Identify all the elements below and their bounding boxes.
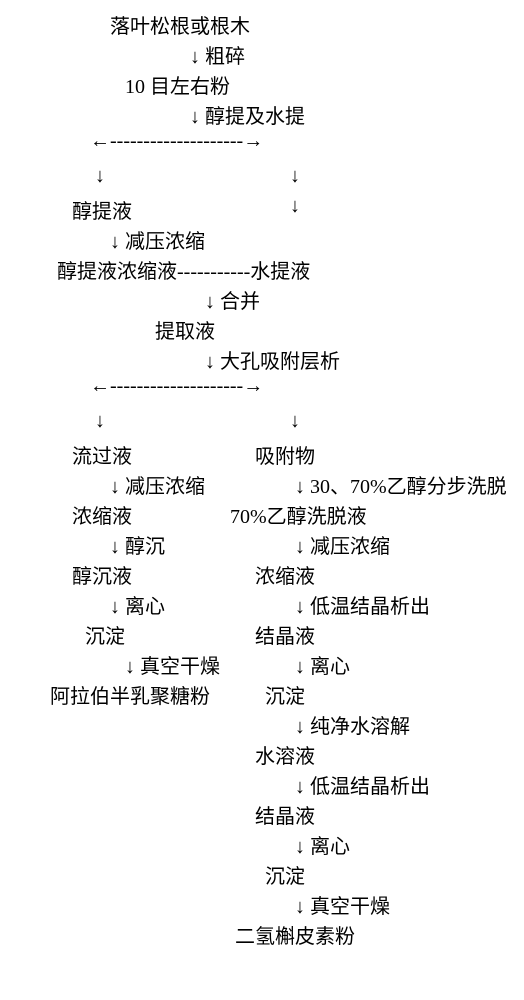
step-chendian-1: 沉淀 [85,620,125,649]
step-cusuai-label: 粗碎 [205,46,245,68]
arrow-chunjingshuirongjie: ↓ 纯净水溶解 [295,710,410,739]
step-diwen1-label: 低温结晶析出 [310,596,430,618]
step-chunchenye: 醇沉液 [72,560,132,589]
split-divider-2: ←--------------------→ [90,375,263,398]
step-chunjingshui-label: 纯净水溶解 [310,716,410,738]
step-final-product: 二氢槲皮素粉 [235,920,355,949]
step-jiejingye-2: 结晶液 [255,800,315,829]
step-lixin2-label: 离心 [310,656,350,678]
step-jianya-label: 减压浓缩 [125,231,205,253]
arrow-jianyanongsuo-2: ↓ 减压浓缩 [110,470,205,499]
arrow-lixin-2: ↓ 离心 [295,650,350,679]
step-lixin3-label: 离心 [310,836,350,858]
chuntiyenongsuo-text: 醇提液浓缩液 [57,261,177,283]
arrow-jianyanongsuo-3: ↓ 减压浓缩 [295,530,390,559]
step-ethanol-elution-label: 30、70%乙醇分步洗脱 [310,476,507,498]
down-arrow-right-1b: ↓ [290,195,300,218]
step-70pct-eluate: 70%乙醇洗脱液 [230,500,367,529]
step-chendian-3: 沉淀 [265,860,305,889]
step-lixin1-label: 离心 [125,596,165,618]
down-arrow-left-2: ↓ [95,410,105,433]
step-shuirongye: 水溶液 [255,740,315,769]
arrow-cusuai: ↓ 粗碎 [190,40,245,69]
arrow-chunchen: ↓ 醇沉 [110,530,165,559]
step-tiquye: 提取液 [155,315,215,344]
arrow-right-icon: → [243,130,263,152]
down-arrow-left-1: ↓ [95,165,105,188]
step-zhenkong1-label: 真空干燥 [140,656,220,678]
dash-sep-2: -------------------- [110,375,243,397]
step-xifuwu: 吸附物 [255,440,315,469]
dash-sep-1: -------------------- [110,130,243,152]
step-chuntiye: 醇提液 [72,195,132,224]
step-dakong-label: 大孔吸附层析 [220,351,340,373]
step-nongsuoye-1: 浓缩液 [72,500,132,529]
arrow-zhenkong-1: ↓ 真空干燥 [125,650,220,679]
step-chuntiyenongsuo: 醇提液浓缩液-----------水提液 [57,255,310,284]
step-chunchen-label: 醇沉 [125,536,165,558]
dash-link: ----------- [177,261,250,283]
step-10mu: 10 目左右粉 [125,70,230,99]
arrow-hebing: ↓ 合并 [205,285,260,314]
step-hebing-label: 合并 [220,291,260,313]
step-zhenkong2-label: 真空干燥 [310,896,390,918]
step-jianya2-label: 减压浓缩 [125,476,205,498]
arrow-left-icon: ← [90,130,110,152]
arrow-jianyannongsuo: ↓ 减压浓缩 [110,225,205,254]
step-nongsuoye-2: 浓缩液 [255,560,315,589]
split-divider-1: ←--------------------→ [90,130,263,153]
step-jianya3-label: 减压浓缩 [310,536,390,558]
step-alabo: 阿拉伯半乳聚糖粉 [50,680,210,709]
arrow-ethanol-elution: ↓ 30、70%乙醇分步洗脱 [295,470,507,499]
arrow-left-icon-2: ← [90,375,110,397]
step-diwen2-label: 低温结晶析出 [310,776,430,798]
step-liuguoye: 流过液 [72,440,132,469]
step-chunti-label: 醇提及水提 [205,106,305,128]
arrow-dakong: ↓ 大孔吸附层析 [205,345,340,374]
down-arrow-right-2: ↓ [290,410,300,433]
step-raw-material: 落叶松根或根木 [110,10,250,39]
step-jiejingye-1: 结晶液 [255,620,315,649]
arrow-right-icon-2: → [243,375,263,397]
arrow-zhenkong-2: ↓ 真空干燥 [295,890,390,919]
arrow-diwenjiejing-2: ↓ 低温结晶析出 [295,770,430,799]
step-chendian-2: 沉淀 [265,680,305,709]
arrow-diwenjiejing-1: ↓ 低温结晶析出 [295,590,430,619]
step-shuitiye: 水提液 [250,261,310,283]
arrow-chunti: ↓ 醇提及水提 [190,100,305,129]
down-arrow-right-1: ↓ [290,165,300,188]
arrow-lixin-3: ↓ 离心 [295,830,350,859]
arrow-lixin-1: ↓ 离心 [110,590,165,619]
